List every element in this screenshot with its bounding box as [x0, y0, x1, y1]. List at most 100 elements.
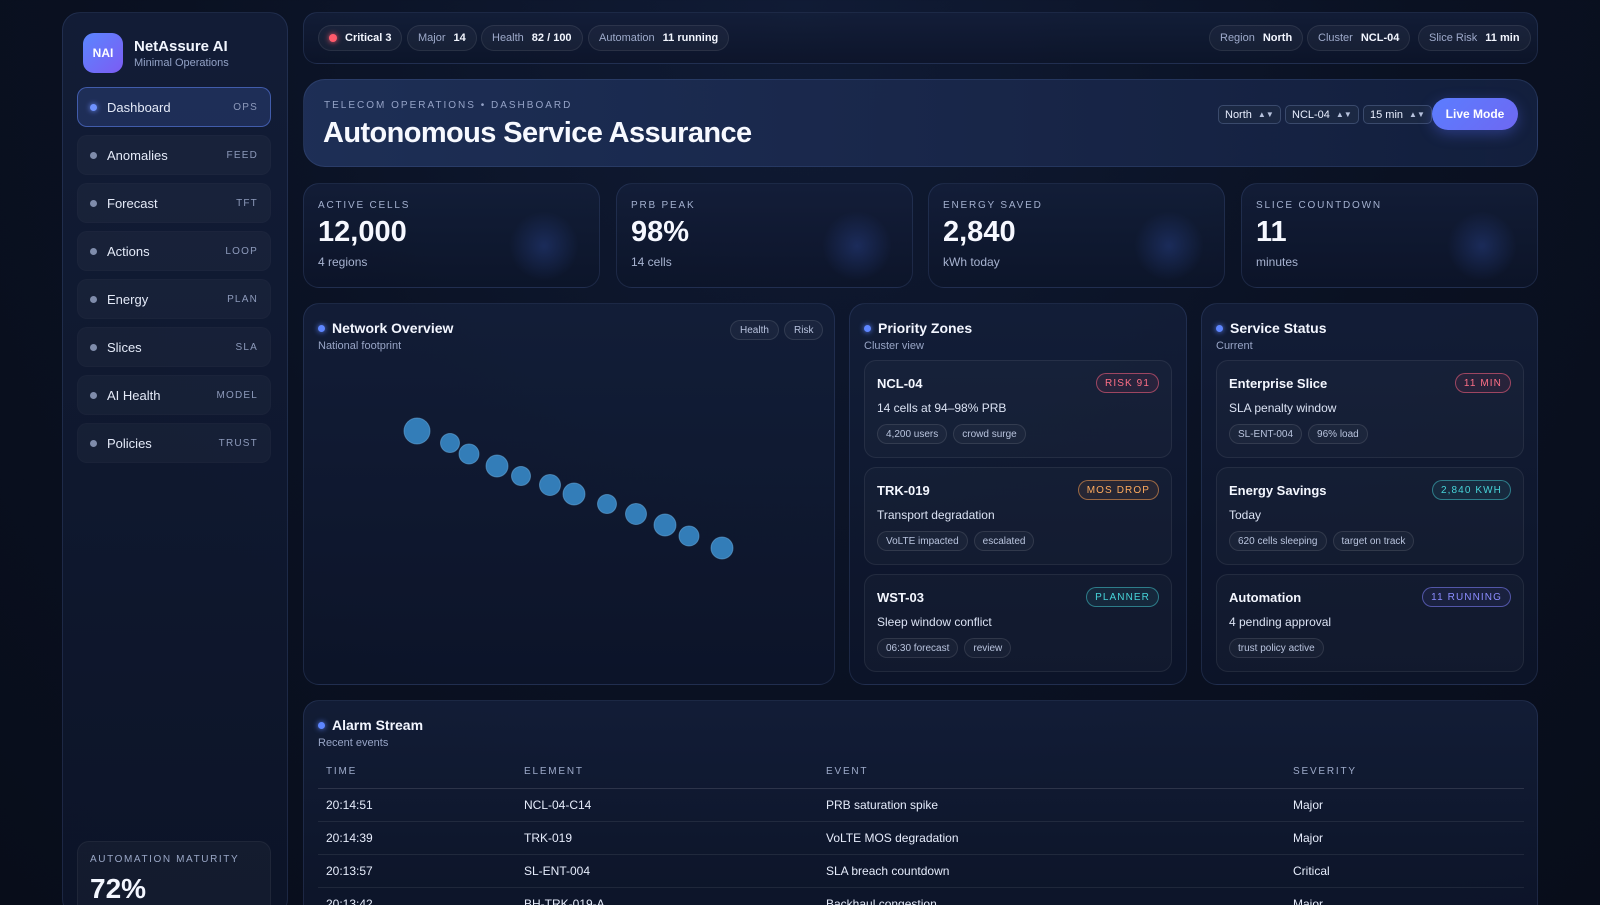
major-label: Major	[418, 32, 446, 44]
automation-chip[interactable]: Automation 11 running	[588, 25, 730, 51]
sidebar-item-dashboard[interactable]: Dashboard OPS	[77, 87, 271, 127]
health-value: 82 / 100	[531, 32, 572, 44]
live-mode-button[interactable]: Live Mode	[1432, 98, 1518, 130]
zone-card-ncl-04[interactable]: NCL-04 RISK 91 14 cells at 94–98% PRB 4,…	[864, 360, 1172, 458]
tag-pill: trust policy active	[1229, 638, 1324, 658]
sidebar-item-forecast[interactable]: Forecast TFT	[77, 183, 271, 223]
kpi-label: ACTIVE CELLS	[318, 200, 411, 211]
sidebar-item-code: OPS	[233, 101, 258, 113]
sidebar-item-code: LOOP	[225, 245, 258, 257]
cell-severity: Major	[1285, 788, 1524, 822]
section-title-text: Service Status	[1230, 320, 1327, 336]
column-header-element[interactable]: ELEMENT	[516, 756, 818, 789]
sidebar-item-code: SLA	[235, 341, 258, 353]
network-node[interactable]	[562, 482, 586, 506]
column-header-time[interactable]: TIME	[318, 756, 516, 789]
network-node[interactable]	[458, 443, 480, 465]
cell-severity: Major	[1285, 821, 1524, 855]
tag-pill: target on track	[1332, 531, 1415, 551]
tag-pill: review	[964, 638, 1012, 658]
brand-logo: NAI	[83, 33, 123, 73]
sidebar-item-energy[interactable]: Energy PLAN	[77, 279, 271, 319]
hero-kicker: TELECOM OPERATIONS • DASHBOARD	[324, 100, 573, 111]
network-node[interactable]	[678, 525, 700, 547]
sidebar-item-anomalies[interactable]: Anomalies FEED	[77, 135, 271, 175]
risk-toggle[interactable]: Risk	[784, 320, 824, 340]
time-window-select[interactable]: 15 min ▲▼	[1363, 105, 1432, 124]
cell-time: 20:14:39	[318, 821, 516, 855]
sidebar-item-policies[interactable]: Policies TRUST	[77, 423, 271, 463]
network-node[interactable]	[597, 494, 617, 514]
region-select[interactable]: North ▲▼	[1218, 105, 1281, 124]
cell-event: PRB saturation spike	[818, 788, 1285, 822]
card-description: 14 cells at 94–98% PRB	[877, 401, 1007, 415]
zone-card-trk-019[interactable]: TRK-019 MOS DROP Transport degradation V…	[864, 467, 1172, 565]
cluster-label: Cluster	[1318, 32, 1353, 44]
dot-icon	[90, 295, 97, 303]
network-nodes	[403, 417, 734, 560]
cell-event: VoLTE MOS degradation	[818, 821, 1285, 855]
card-title: Automation	[1229, 590, 1302, 605]
status-card-energy-savings[interactable]: Energy Savings 2,840 KWH Today 620 cells…	[1216, 467, 1524, 565]
cluster-select-value: NCL-04	[1292, 108, 1330, 121]
sidebar-item-actions[interactable]: Actions LOOP	[77, 231, 271, 271]
table-row[interactable]: 20:14:39 TRK-019 VoLTE MOS degradation M…	[318, 821, 1524, 855]
network-node[interactable]	[710, 536, 734, 560]
dot-icon	[864, 324, 871, 332]
network-node[interactable]	[539, 474, 561, 496]
sidebar-item-label: AI Health	[107, 387, 161, 403]
network-node[interactable]	[403, 417, 431, 445]
cluster-chip[interactable]: Cluster NCL-04	[1307, 25, 1411, 51]
card-title: NCL-04	[877, 376, 923, 391]
dot-icon	[318, 324, 325, 332]
slice-risk-chip[interactable]: Slice Risk 11 min	[1418, 25, 1531, 51]
network-node[interactable]	[653, 513, 677, 537]
automation-label: Automation	[599, 32, 655, 44]
card-title: WST-03	[877, 590, 924, 605]
maturity-label: AUTOMATION MATURITY	[90, 854, 240, 865]
column-header-severity[interactable]: SEVERITY	[1285, 756, 1524, 789]
automation-maturity-card: AUTOMATION MATURITY 72%	[77, 841, 271, 905]
sidebar-item-label: Actions	[107, 243, 150, 259]
sidebar-item-code: TFT	[236, 197, 258, 209]
network-overview-subtitle: National footprint	[318, 340, 402, 352]
table-row[interactable]: 20:13:42 BH-TRK-019-A Backhaul congestio…	[318, 887, 1524, 905]
sidebar: NAI NetAssure AI Minimal Operations Dash…	[62, 12, 288, 905]
table-row[interactable]: 20:13:57 SL-ENT-004 SLA breach countdown…	[318, 854, 1524, 888]
cell-element: SL-ENT-004	[516, 854, 818, 888]
status-badge: RISK 91	[1096, 373, 1159, 393]
cluster-select[interactable]: NCL-04 ▲▼	[1285, 105, 1359, 124]
critical-chip[interactable]: Critical 3	[318, 25, 403, 51]
slice-risk-label: Slice Risk	[1429, 32, 1478, 44]
network-node[interactable]	[511, 466, 531, 486]
network-node[interactable]	[440, 433, 460, 453]
sidebar-item-code: PLAN	[227, 293, 258, 305]
sidebar-item-label: Policies	[107, 435, 152, 451]
sidebar-item-ai-health[interactable]: AI Health MODEL	[77, 375, 271, 415]
select-arrows-icon: ▲▼	[1335, 110, 1352, 119]
status-card-automation[interactable]: Automation 11 RUNNING 4 pending approval…	[1216, 574, 1524, 672]
status-card-enterprise-slice[interactable]: Enterprise Slice 11 MIN SLA penalty wind…	[1216, 360, 1524, 458]
network-node[interactable]	[485, 454, 509, 478]
region-chip[interactable]: Region North	[1209, 25, 1304, 51]
kpi-value: 12,000	[318, 216, 407, 248]
health-chip[interactable]: Health 82 / 100	[481, 25, 583, 51]
column-header-event[interactable]: EVENT	[818, 756, 1285, 789]
hero-header: TELECOM OPERATIONS • DASHBOARD Autonomou…	[303, 79, 1538, 167]
cell-element: NCL-04-C14	[516, 788, 818, 822]
health-toggle[interactable]: Health	[730, 320, 779, 340]
network-map	[403, 417, 734, 560]
cell-severity: Major	[1285, 887, 1524, 905]
table-header-row: TIME ELEMENT EVENT SEVERITY	[318, 756, 1524, 789]
kpi-slice-countdown: SLICE COUNTDOWN 11 minutes	[1241, 183, 1538, 288]
sidebar-item-label: Energy	[107, 291, 149, 307]
table-row[interactable]: 20:14:51 NCL-04-C14 PRB saturation spike…	[318, 788, 1524, 822]
major-chip[interactable]: Major 14	[407, 25, 477, 51]
kpi-value: 11	[1256, 216, 1287, 248]
tag-pill: 4,200 users	[877, 424, 948, 444]
network-node[interactable]	[625, 503, 647, 525]
sidebar-item-code: TRUST	[218, 437, 258, 449]
sidebar-item-slices[interactable]: Slices SLA	[77, 327, 271, 367]
cluster-value: NCL-04	[1360, 32, 1400, 44]
zone-card-wst-03[interactable]: WST-03 PLANNER Sleep window conflict 06:…	[864, 574, 1172, 672]
